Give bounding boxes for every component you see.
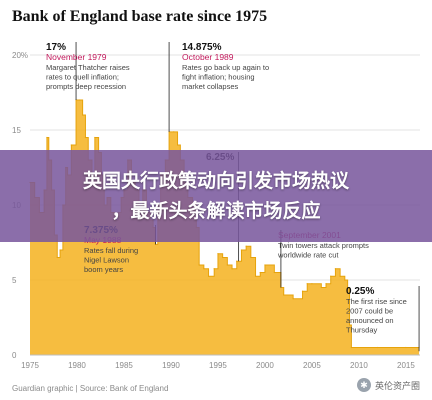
rate-point: [250, 256, 252, 259]
rate-point: [320, 286, 322, 289]
banner-line-1: 英国央行政策动向引发市场热议: [82, 170, 349, 192]
rate-point: [306, 283, 308, 285]
annotation-value: 14.875%: [182, 42, 222, 53]
wechat-icon: ✱: [356, 378, 371, 392]
rate-point: [173, 131, 175, 133]
x-tick-label: 1980: [68, 361, 86, 370]
rate-point: [405, 346, 407, 349]
annotation-date: October 1989: [182, 52, 234, 62]
rate-point: [70, 144, 72, 146]
annotation-value: 17%: [46, 42, 66, 53]
source-footer: Guardian graphic | Source: Bank of Engla…: [12, 384, 169, 393]
rate-point: [231, 268, 233, 270]
x-tick-label: 1990: [162, 361, 180, 370]
rate-point: [377, 346, 379, 349]
rate-point: [273, 271, 275, 274]
rate-area-fill: [30, 100, 420, 355]
rate-point: [330, 275, 332, 277]
annotation-text: market collapses: [182, 82, 239, 91]
y-tick-label: 15: [12, 126, 21, 135]
rate-point: [348, 324, 351, 326]
rate-point: [203, 268, 205, 270]
chart-title: Bank of England base rate since 1975: [12, 8, 268, 25]
annotation-date: November 1979: [46, 52, 107, 62]
rate-point: [350, 346, 352, 349]
x-tick-label: 2010: [350, 361, 368, 370]
rate-point: [176, 144, 179, 146]
annotation-text: Margaret Thatcher raises: [46, 63, 130, 72]
annotation-text: announced on: [346, 316, 394, 325]
rate-point: [207, 275, 210, 277]
rate-point: [217, 253, 219, 255]
rate-point: [46, 136, 48, 139]
rate-point: [311, 283, 313, 285]
rate-point: [344, 279, 346, 281]
y-tick-label: 5: [12, 276, 17, 285]
rate-point: [82, 114, 84, 116]
rate-point: [84, 136, 87, 139]
rate-point: [59, 249, 61, 251]
rate-point: [240, 249, 243, 251]
rate-point: [264, 264, 266, 266]
annotation-text: Rates fall during: [84, 246, 138, 255]
annotation-text: Thursday: [346, 326, 378, 335]
rate-point: [79, 99, 81, 101]
watermark: ✱ 英伦资产圈: [356, 378, 420, 392]
rate-point: [226, 264, 228, 266]
rate-point: [56, 256, 58, 259]
annotation-text: prompts deep recession: [46, 82, 126, 91]
rate-point: [339, 275, 341, 277]
rate-point: [222, 256, 224, 259]
rate-point: [334, 268, 337, 270]
y-tick-label: 0: [12, 351, 17, 360]
annotation-text: boom years: [84, 265, 123, 274]
rate-point: [292, 298, 294, 300]
rate-point: [259, 271, 261, 274]
annotation-text: Nigel Lawson: [84, 256, 129, 265]
annotation-text: Twin towers attack prompts: [278, 241, 369, 250]
annotation-text: rates to quell inflation;: [46, 73, 119, 82]
rate-point: [325, 283, 327, 285]
x-tick-label: 2015: [397, 361, 415, 370]
annotation-value: 0.25%: [346, 286, 374, 297]
x-tick-label: 1985: [115, 361, 133, 370]
rate-point: [236, 260, 238, 262]
annotation-text: fight inflation; housing: [182, 73, 255, 82]
banner-line-2: ，最新头条解读市场反应: [111, 200, 321, 222]
rate-point: [213, 268, 215, 270]
annotation-text: 2007 could be: [346, 307, 393, 316]
rate-point: [347, 286, 349, 289]
x-tick-label: 2000: [256, 361, 274, 370]
x-tick-label: 2005: [303, 361, 321, 370]
rate-point: [283, 294, 285, 296]
watermark-text: 英伦资产圈: [374, 380, 420, 391]
x-tick-label: 1975: [21, 361, 39, 370]
x-tick-label: 1995: [209, 361, 227, 370]
annotation-text: worldwide rate cut: [277, 251, 339, 260]
rate-point: [198, 264, 200, 266]
annotation-text: Rates go back up again to: [182, 63, 269, 72]
headline-banner: 英国央行政策动向引发市场热议 ，最新头条解读市场反应: [0, 150, 432, 242]
x-axis: 1975 1980 1985 1990 1995 2000 2005 2010 2015: [21, 361, 415, 370]
rate-point: [301, 290, 304, 292]
rate-point: [245, 245, 247, 247]
y-tick-label: 20%: [12, 51, 28, 60]
rate-point: [254, 275, 257, 277]
rate-point: [94, 136, 96, 139]
annotation-text: The first rise since: [346, 297, 407, 306]
